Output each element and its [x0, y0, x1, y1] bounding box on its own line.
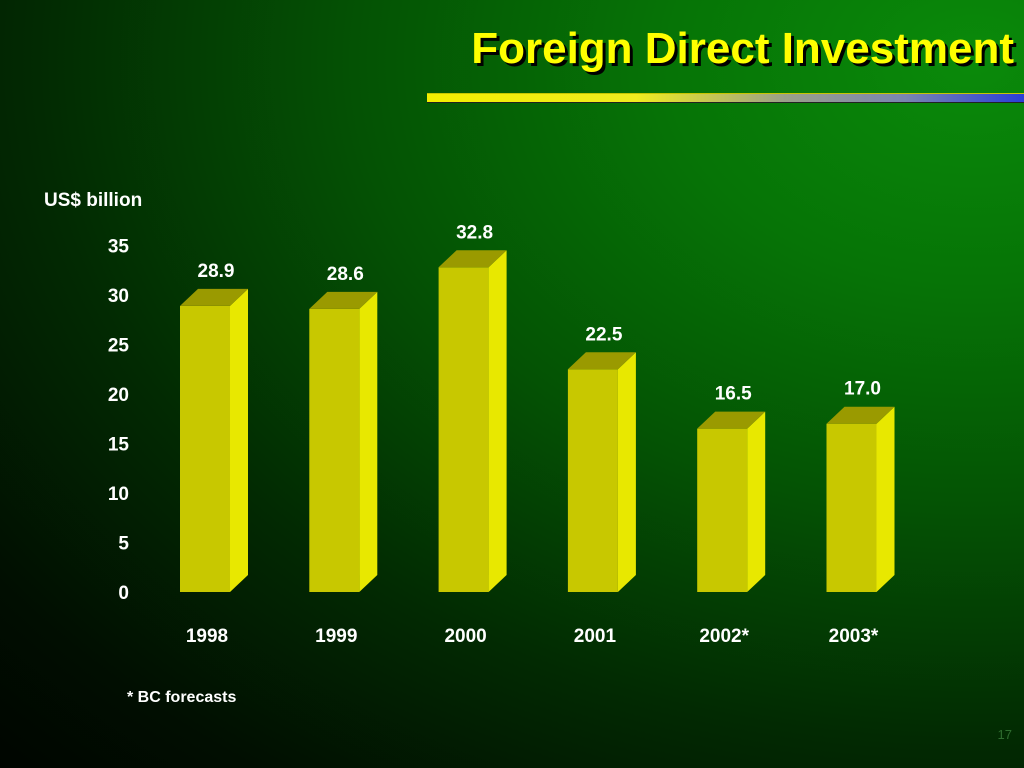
bar-top — [826, 406, 895, 424]
y-tick-label: 10 — [108, 484, 129, 505]
x-tick-label: 2003* — [829, 626, 879, 647]
bar-side — [359, 291, 378, 592]
bar — [309, 308, 360, 592]
bar-side — [876, 406, 895, 592]
bar-side — [617, 352, 636, 592]
y-tick-label: 15 — [108, 435, 130, 456]
bar — [826, 423, 877, 592]
page-number: 17 — [997, 727, 1012, 742]
title-underline — [427, 93, 1024, 103]
footnote: * BC forecasts — [127, 689, 237, 706]
data-label: 16.5 — [715, 384, 752, 405]
bar-top — [567, 352, 636, 370]
y-tick-label: 5 — [118, 534, 129, 555]
bar-top — [309, 291, 378, 309]
y-tick-label: 35 — [108, 237, 130, 258]
data-label: 17.0 — [844, 379, 881, 400]
x-tick-label: 1998 — [186, 626, 228, 647]
bar-top — [697, 411, 766, 429]
x-tick-label: 2001 — [574, 626, 617, 647]
y-tick-label: 30 — [108, 286, 129, 307]
bar — [438, 267, 489, 592]
y-tick-label: 25 — [108, 336, 130, 357]
data-label: 22.5 — [585, 324, 622, 345]
bar-top — [438, 250, 507, 268]
bar-side — [488, 250, 507, 592]
y-tick-label: 0 — [118, 583, 129, 604]
data-label: 28.6 — [327, 264, 364, 285]
page-title: Foreign Direct Investment — [471, 24, 1014, 73]
bar-side — [230, 288, 248, 592]
data-label: 32.8 — [456, 222, 493, 243]
bar-side — [747, 411, 766, 592]
bar — [567, 369, 618, 592]
y-tick-label: 20 — [108, 385, 129, 406]
bar — [697, 428, 748, 592]
x-tick-label: 2002* — [699, 626, 749, 647]
y-axis-label: US$ billion — [44, 190, 143, 211]
bar — [180, 305, 230, 592]
x-tick-label: 2000 — [444, 626, 486, 647]
x-tick-label: 1999 — [315, 626, 357, 647]
bar-top — [180, 288, 248, 306]
data-label: 28.9 — [198, 261, 235, 282]
